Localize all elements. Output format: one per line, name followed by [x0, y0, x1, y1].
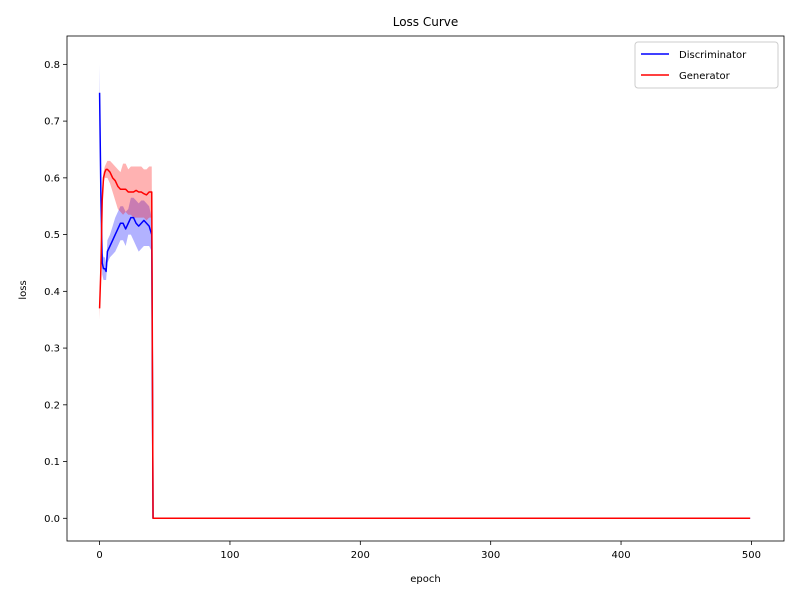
y-axis-label: loss: [18, 280, 29, 299]
chart-title: Loss Curve: [393, 15, 459, 29]
x-axis-ticks: 0 100 200 300 400 500: [96, 541, 761, 561]
y-tick-label: 0.5: [44, 230, 60, 241]
y-tick-label: 0.8: [44, 60, 60, 71]
x-axis-label: epoch: [410, 574, 440, 585]
y-tick-label: 0.6: [44, 173, 60, 184]
y-tick-label: 0.4: [44, 287, 60, 298]
y-tick-label: 0.7: [44, 117, 60, 128]
y-axis-ticks: 0.0 0.1 0.2 0.3 0.4 0.5 0.6 0.7 0.8: [44, 60, 67, 525]
x-tick-label: 300: [481, 550, 500, 561]
plot-frame: [66, 35, 785, 542]
legend-label-generator: Generator: [679, 71, 731, 82]
legend: Discriminator Generator: [634, 41, 779, 89]
plot-area: [66, 35, 785, 542]
x-tick-label: 500: [742, 550, 761, 561]
y-tick-label: 0.3: [44, 344, 60, 355]
plot-area-background: [67, 36, 784, 541]
x-tick-label: 200: [351, 550, 370, 561]
x-tick-label: 100: [220, 550, 239, 561]
series-lines: [98, 92, 751, 520]
legend-label-discriminator: Discriminator: [679, 50, 747, 61]
generator-loss-line: [98, 168, 751, 520]
x-tick-label: 400: [611, 550, 630, 561]
legend-box: [634, 41, 779, 89]
x-tick-label: 0: [96, 550, 102, 561]
y-tick-label: 0.0: [44, 514, 60, 525]
y-tick-label: 0.2: [44, 400, 60, 411]
y-tick-label: 0.1: [44, 457, 60, 468]
